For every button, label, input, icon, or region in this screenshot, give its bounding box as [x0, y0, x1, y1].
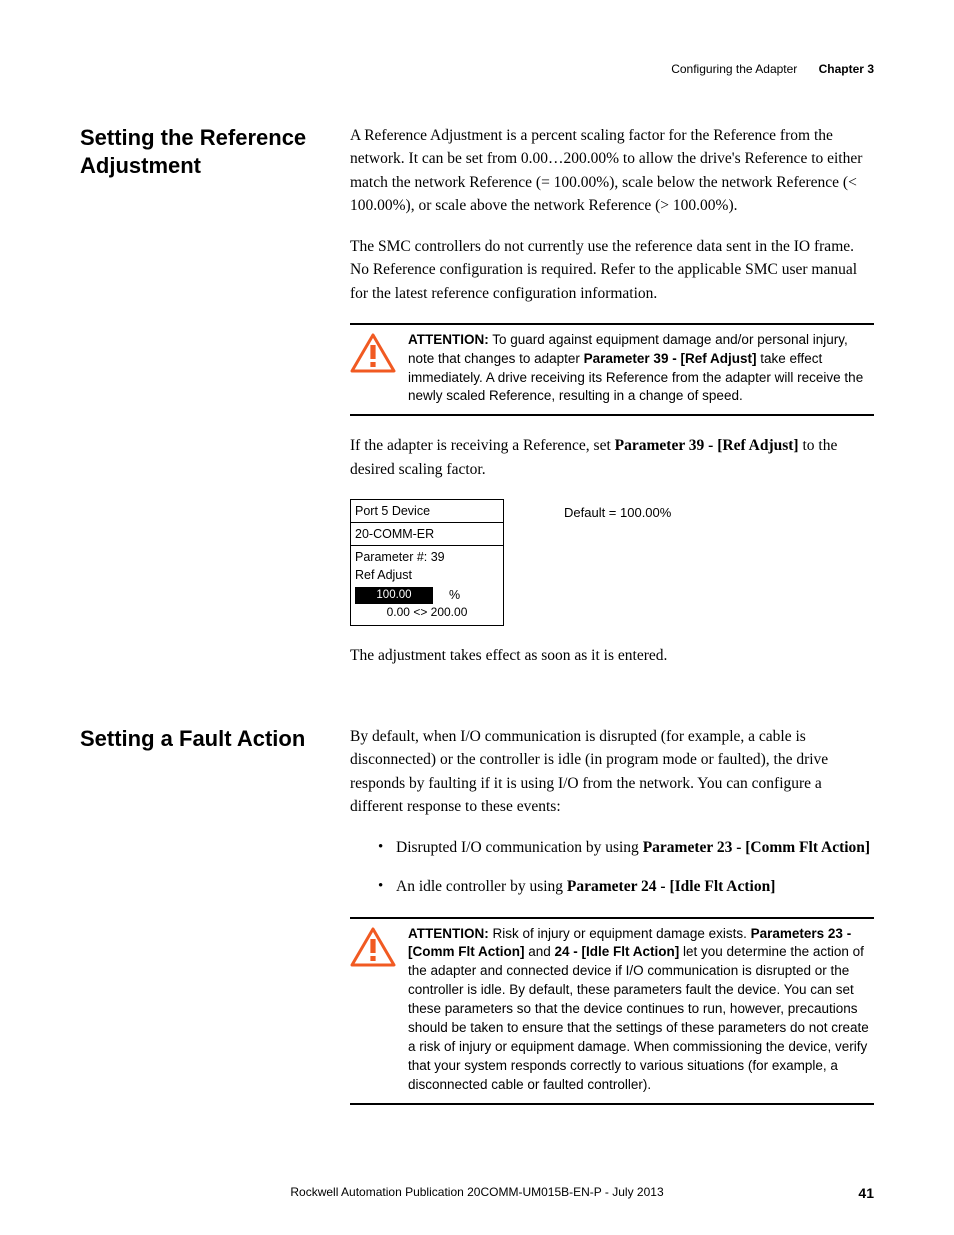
text: Parameter #: 39 [355, 550, 445, 564]
attention-label: ATTENTION: [408, 332, 489, 347]
text: An idle controller by using [396, 878, 567, 895]
footer-publication: Rockwell Automation Publication 20COMM-U… [290, 1185, 663, 1199]
param-ref: Parameter 24 - [Idle Flt Action] [567, 878, 775, 895]
section-fault-action: Setting a Fault Action By default, when … [80, 725, 874, 1123]
display-line3: Parameter #: 39 Ref Adjust [351, 545, 503, 586]
parameter-display-row: Port 5 Device 20-COMM-ER Parameter #: 39… [350, 499, 874, 626]
text: and [524, 944, 554, 959]
bullet-list: Disrupted I/O communication by using Par… [350, 836, 874, 899]
range-line: 0.00 <> 200.00 [351, 604, 503, 624]
warning-icon [350, 925, 408, 967]
section-body: By default, when I/O communication is di… [350, 725, 874, 1123]
section-body: A Reference Adjustment is a percent scal… [350, 124, 874, 685]
param-ref: Parameter 23 - [Comm Flt Action] [643, 839, 870, 856]
page-header: Configuring the Adapter Chapter 3 [80, 62, 874, 76]
attention-text: ATTENTION: Risk of injury or equipment d… [408, 925, 874, 1095]
value-line: 100.00 % [351, 586, 503, 604]
header-breadcrumb: Configuring the Adapter [671, 62, 797, 76]
paragraph: If the adapter is receiving a Reference,… [350, 434, 874, 481]
default-label: Default = 100.00% [564, 503, 671, 523]
list-item: Disrupted I/O communication by using Par… [378, 836, 874, 859]
text: If the adapter is receiving a Reference,… [350, 437, 615, 454]
value-box: 100.00 [355, 587, 433, 604]
attention-box: ATTENTION: To guard against equipment da… [350, 323, 874, 417]
footer-page-number: 41 [858, 1185, 874, 1201]
paragraph: By default, when I/O communication is di… [350, 725, 874, 818]
section-title: Setting a Fault Action [80, 725, 350, 753]
page-footer: Rockwell Automation Publication 20COMM-U… [0, 1185, 954, 1199]
param-ref: 24 - [Idle Flt Action] [555, 944, 680, 959]
parameter-display: Port 5 Device 20-COMM-ER Parameter #: 39… [350, 499, 504, 626]
text: let you determine the action of the adap… [408, 944, 869, 1091]
attention-label: ATTENTION: [408, 926, 489, 941]
display-line: 20-COMM-ER [351, 522, 503, 545]
value-unit: % [449, 586, 460, 604]
param-ref: Parameter 39 - [Ref Adjust] [584, 351, 757, 366]
section-ref-adjustment: Setting the Reference Adjustment A Refer… [80, 124, 874, 685]
warning-icon [350, 331, 408, 373]
paragraph: The SMC controllers do not currently use… [350, 235, 874, 305]
text: Ref Adjust [355, 568, 412, 582]
attention-text: ATTENTION: To guard against equipment da… [408, 331, 874, 407]
display-line: Port 5 Device [351, 500, 503, 522]
header-chapter: Chapter 3 [819, 62, 874, 76]
section-title: Setting the Reference Adjustment [80, 124, 350, 179]
text: Disrupted I/O communication by using [396, 839, 643, 856]
attention-box: ATTENTION: Risk of injury or equipment d… [350, 917, 874, 1105]
paragraph: A Reference Adjustment is a percent scal… [350, 124, 874, 217]
text: Risk of injury or equipment damage exist… [489, 926, 751, 941]
param-ref: Parameter 39 - [Ref Adjust] [615, 437, 799, 454]
list-item: An idle controller by using Parameter 24… [378, 875, 874, 898]
paragraph: The adjustment takes effect as soon as i… [350, 644, 874, 667]
